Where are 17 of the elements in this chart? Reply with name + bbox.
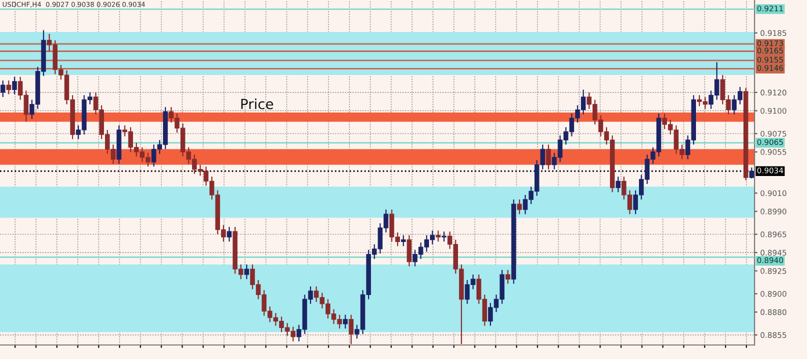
candlestick	[6, 80, 12, 95]
candlestick	[406, 234, 412, 267]
candlestick	[348, 314, 354, 345]
candlestick	[546, 144, 551, 170]
candlestick	[244, 264, 250, 280]
candlestick	[12, 76, 17, 95]
candlestick	[0, 80, 6, 98]
candlestick	[401, 234, 406, 247]
candlestick	[436, 230, 441, 242]
candlestick	[226, 226, 232, 242]
candlestick	[342, 314, 348, 330]
candlestick	[616, 176, 621, 193]
candlestick	[442, 230, 446, 242]
candlestick	[749, 166, 754, 180]
candlestick	[505, 269, 510, 284]
candlestick	[517, 198, 522, 215]
annotation: Price	[241, 98, 274, 110]
